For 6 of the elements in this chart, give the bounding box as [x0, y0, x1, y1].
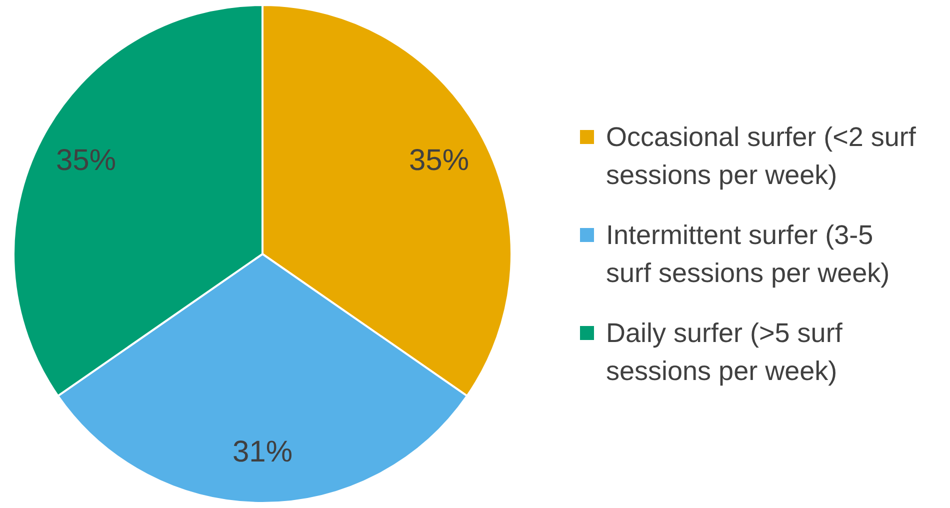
legend-label: Intermittent surfer (3-5 surf sessions per week) — [606, 219, 891, 290]
data-label: 35% — [408, 144, 470, 177]
data-label: 31% — [232, 435, 293, 468]
legend-label: Occasional surfer (<2 surf sessions per week) — [606, 121, 917, 192]
legend-label: Daily surfer (>5 surf sessions per week) — [606, 317, 844, 388]
data-label: 35% — [56, 144, 116, 177]
